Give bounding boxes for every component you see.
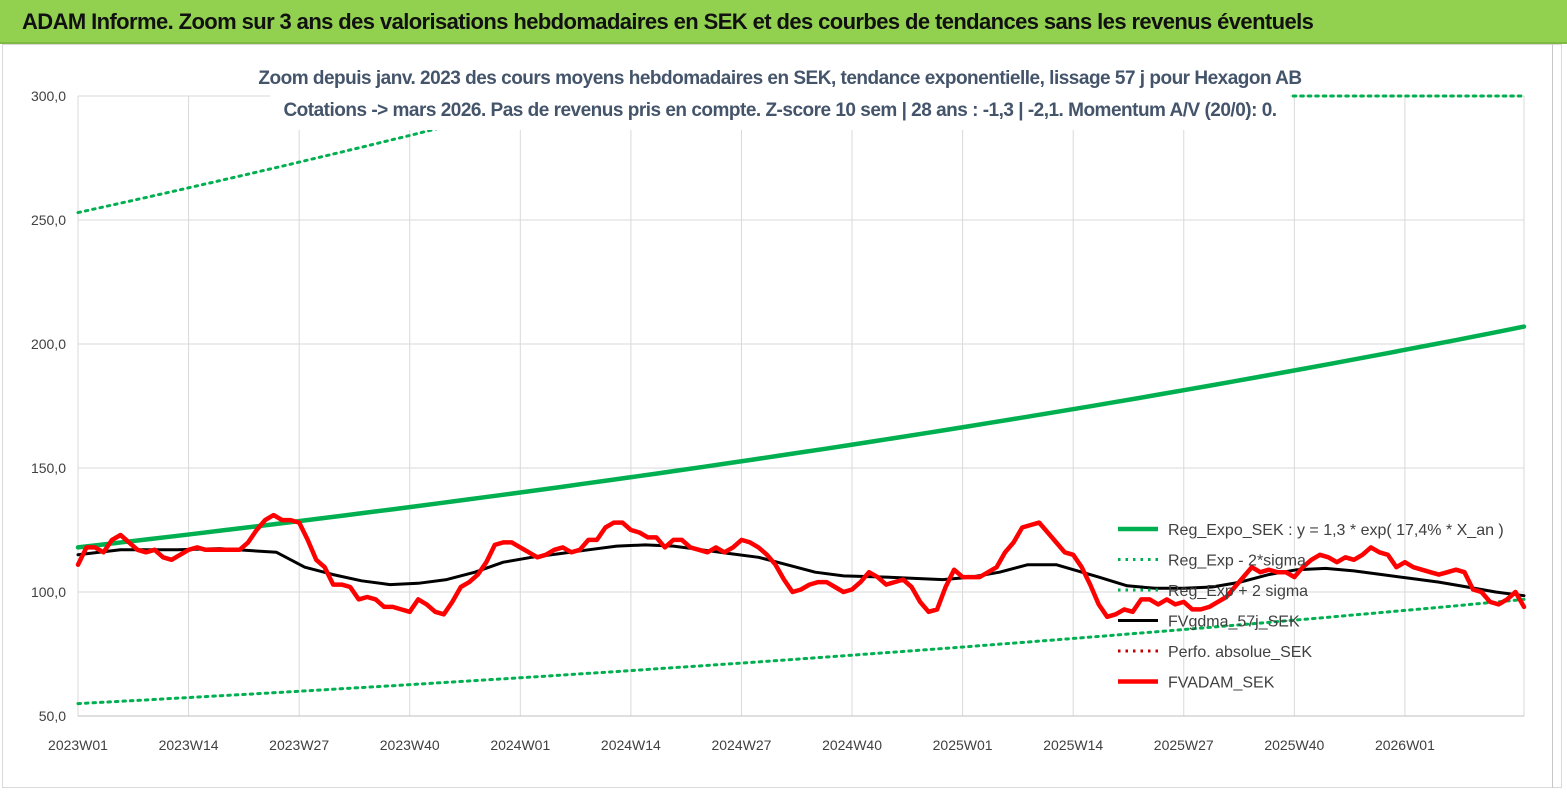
report-banner: ADAM Informe. Zoom sur 3 ans des valoris… xyxy=(0,0,1567,44)
y-tick-label: 200,0 xyxy=(31,336,66,352)
legend-label: Perfo. absolue_SEK xyxy=(1168,644,1312,661)
y-tick-label: 250,0 xyxy=(31,212,66,228)
y-tick-label: 50,0 xyxy=(39,708,66,724)
x-tick-label: 2024W14 xyxy=(601,737,661,753)
legend-label: FVgdma_57j_SEK xyxy=(1168,614,1300,631)
y-axis-ticks: 50,0 100,0 150,0 200,0 250,0 300,0 xyxy=(31,88,66,724)
subtitle-background xyxy=(270,60,1290,130)
y-tick-label: 100,0 xyxy=(31,584,66,600)
x-tick-label: 2024W27 xyxy=(711,737,771,753)
x-tick-label: 2023W40 xyxy=(380,737,440,753)
legend-label: FVADAM_SEK xyxy=(1168,675,1275,692)
chart-legend: Reg_Expo_SEK : y = 1,3 * exp( 17,4% * X_… xyxy=(1118,522,1504,692)
x-tick-label: 2025W40 xyxy=(1264,737,1324,753)
x-tick-label: 2025W27 xyxy=(1154,737,1214,753)
x-tick-label: 2024W01 xyxy=(490,737,550,753)
series-fvadam xyxy=(75,512,1527,620)
gridlines xyxy=(77,95,1525,717)
x-tick-label: 2025W01 xyxy=(933,737,993,753)
y-tick-label: 300,0 xyxy=(31,88,66,104)
series-reg-minus-2sigma xyxy=(76,597,1526,706)
series-reg-plus-2sigma xyxy=(76,125,446,215)
chart-edge xyxy=(1552,44,1565,788)
x-tick-label: 2023W01 xyxy=(48,737,108,753)
x-tick-label: 2024W40 xyxy=(822,737,882,753)
x-tick-label: 2026W01 xyxy=(1375,737,1435,753)
legend-label: Reg_Exp - 2*sigma xyxy=(1168,553,1306,570)
x-tick-label: 2023W27 xyxy=(269,737,329,753)
series-reg-expo xyxy=(75,324,1527,550)
legend-label: Reg_Exp + 2 sigma xyxy=(1168,583,1308,600)
series-layer xyxy=(75,94,1527,706)
y-tick-label: 150,0 xyxy=(31,460,66,476)
chart-subtitle-line-2: Cotations -> mars 2026. Pas de revenus p… xyxy=(283,100,1276,121)
legend-label: Reg_Expo_SEK : y = 1,3 * exp( 17,4% * X_… xyxy=(1168,522,1504,539)
report-title: ADAM Informe. Zoom sur 3 ans des valoris… xyxy=(22,9,1314,34)
x-axis-ticks: 2023W01 2023W14 2023W27 2023W40 2024W01 2024W… xyxy=(48,737,1435,753)
chart-frame xyxy=(2,44,1562,788)
chart-subtitle-line-1: Zoom depuis janv. 2023 des cours moyens … xyxy=(258,68,1301,89)
x-tick-label: 2023W14 xyxy=(159,737,219,753)
x-tick-label: 2025W14 xyxy=(1043,737,1103,753)
